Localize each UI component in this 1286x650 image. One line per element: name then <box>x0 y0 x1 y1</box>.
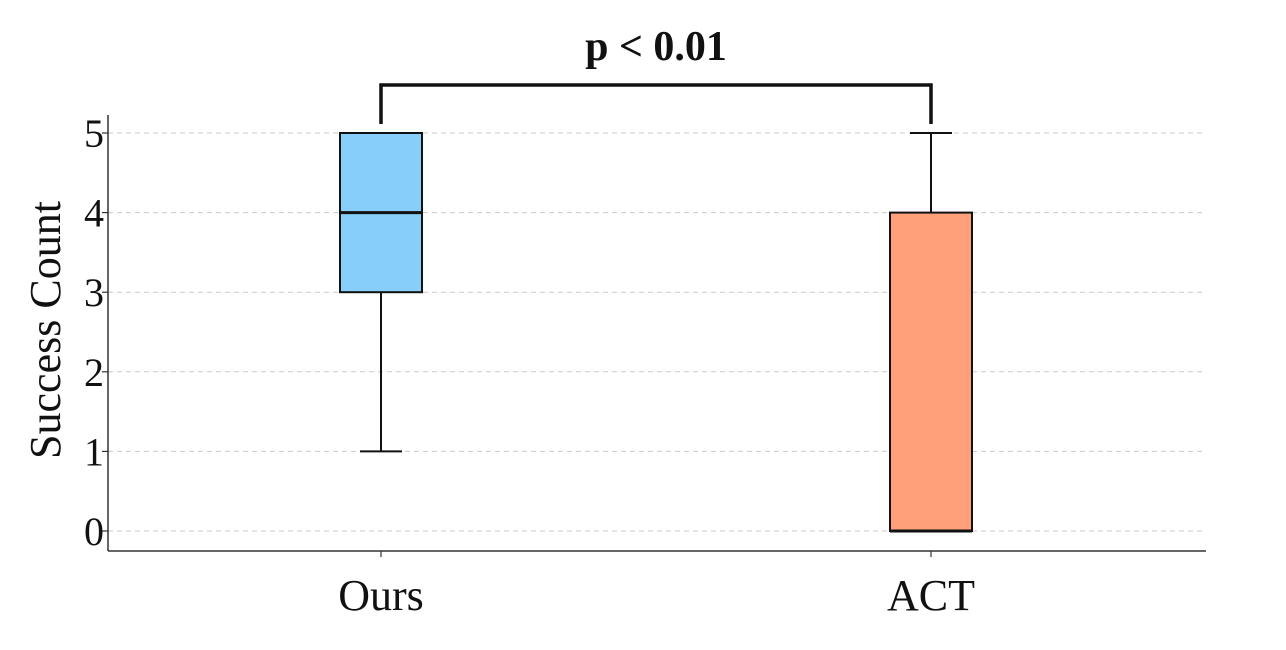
y-tick-label: 0 <box>84 509 104 554</box>
y-tick-label: 5 <box>84 111 104 156</box>
box-rect <box>889 211 973 532</box>
grid-lines <box>108 132 1206 532</box>
box-ours <box>339 132 423 453</box>
axes <box>107 115 1206 552</box>
y-tick-label: 1 <box>84 429 104 474</box>
significance-text: p < 0.01 <box>585 24 727 70</box>
box-act <box>889 132 973 533</box>
x-tick-label: Ours <box>338 571 424 620</box>
y-tick-labels: 0 1 2 3 4 5 <box>84 111 108 554</box>
x-tick-label: ACT <box>887 571 975 620</box>
x-tick-labels: Ours ACT <box>338 551 975 620</box>
boxes <box>339 132 973 533</box>
y-axis-label: Success Count <box>21 201 70 459</box>
y-tick-label: 3 <box>84 270 104 315</box>
y-tick-label: 2 <box>84 350 104 395</box>
significance-bracket: p < 0.01 <box>379 24 933 124</box>
y-tick-label: 4 <box>84 191 104 236</box>
bracket-line <box>379 83 933 124</box>
